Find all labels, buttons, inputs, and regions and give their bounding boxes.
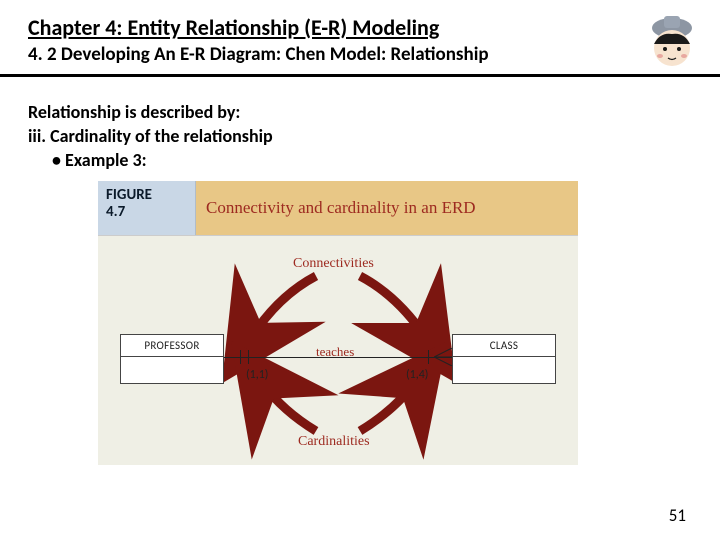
entity-professor: PROFESSOR xyxy=(120,334,224,384)
section-title: 4. 2 Developing An E-R Diagram: Chen Mod… xyxy=(28,43,692,66)
body-line-2: iii. Cardinality of the relationship xyxy=(28,125,692,147)
cardinality-left: (1,1) xyxy=(246,368,268,382)
figure-label-num: 4.7 xyxy=(106,203,125,221)
erd-diagram: Connectivities PROFESSOR CLASS xyxy=(98,235,578,465)
entity-professor-name: PROFESSOR xyxy=(121,335,223,357)
entity-class: CLASS xyxy=(452,334,556,384)
cardinality-right: (1,4) xyxy=(406,368,428,382)
entity-class-name: CLASS xyxy=(453,335,555,357)
cardinalities-label: Cardinalities xyxy=(298,434,370,450)
crows-foot-icon xyxy=(434,348,454,366)
chapter-title: Chapter 4: Entity Relationship (E-R) Mod… xyxy=(28,14,692,41)
figure-label-word: FIGURE xyxy=(106,186,152,204)
figure-4-7: FIGURE 4.7 Connectivity and cardinality … xyxy=(98,181,578,465)
relationship-label: teaches xyxy=(316,344,354,360)
figure-label: FIGURE 4.7 xyxy=(98,181,196,235)
body-line-1: Relationship is described by: xyxy=(28,101,692,123)
avatar-icon xyxy=(640,10,704,74)
page-number: 51 xyxy=(669,505,686,526)
body-line-3: • Example 3: xyxy=(28,149,692,171)
figure-caption: Connectivity and cardinality in an ERD xyxy=(196,181,578,235)
